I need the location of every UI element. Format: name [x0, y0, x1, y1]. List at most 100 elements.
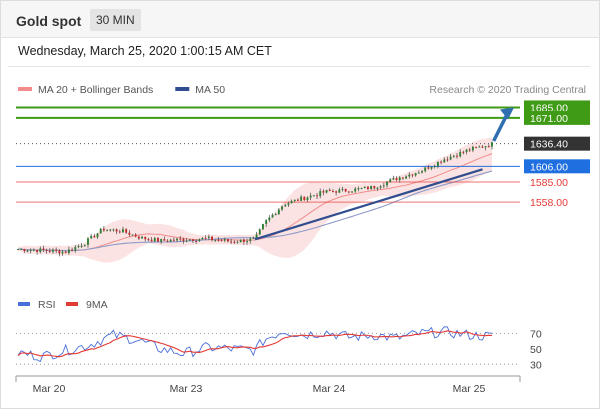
candle-body — [246, 241, 248, 243]
header-bar: Gold spot 30 MIN — [0, 0, 600, 38]
candle-body — [351, 191, 353, 193]
candle-body — [96, 233, 99, 238]
candle-body — [411, 174, 414, 176]
candle-body — [249, 238, 252, 242]
candle-body — [484, 146, 487, 148]
candle-body — [242, 239, 245, 243]
candle-body — [408, 174, 411, 177]
candle-body — [211, 236, 214, 240]
candle-body — [465, 149, 468, 152]
candle-body — [459, 151, 462, 157]
candle-body — [109, 229, 112, 231]
candle-body — [77, 245, 80, 248]
projection-arrowhead — [500, 107, 514, 120]
x-tick-label: Mar 24 — [313, 383, 346, 395]
candle-body — [363, 186, 366, 188]
candle-body — [122, 229, 124, 233]
candle-body — [325, 189, 328, 193]
candle-body — [309, 195, 312, 198]
price-label-resistance: 1671.00 — [530, 113, 568, 125]
rsi-legend-swatch — [66, 302, 78, 306]
rsi-legend-label: RSI — [38, 299, 56, 311]
candle-body — [93, 235, 96, 238]
candle-body — [281, 206, 283, 210]
legend-label: MA 20 + Bollinger Bands — [38, 84, 153, 96]
candle-body — [236, 242, 239, 244]
candle-body — [99, 228, 102, 234]
candle-body — [430, 166, 433, 169]
x-tick-label: Mar 20 — [33, 383, 66, 395]
candle-body — [338, 189, 341, 193]
candle-body — [328, 189, 331, 192]
candle-body — [370, 185, 373, 190]
candle-body — [166, 240, 169, 242]
x-tick-label: Mar 23 — [170, 383, 203, 395]
candle-body — [360, 187, 363, 189]
candle-body — [347, 191, 350, 193]
price-label-pivot: 1606.00 — [530, 161, 568, 173]
price-label-support: 1585.00 — [530, 177, 568, 189]
rsi-legend-label: 9MA — [86, 299, 108, 311]
candle-body — [344, 188, 347, 192]
candle-body — [42, 248, 45, 250]
candle-body — [128, 232, 131, 235]
candle-body — [87, 238, 89, 245]
timeframe-badge[interactable]: 30 MIN — [90, 9, 141, 31]
candle-body — [386, 181, 388, 186]
candle-body — [36, 249, 39, 252]
candle-body — [456, 155, 458, 157]
divider — [8, 66, 590, 67]
candle-body — [341, 188, 344, 190]
legend-label: MA 50 — [195, 84, 225, 96]
candle-body — [157, 238, 159, 242]
candle-body — [188, 239, 191, 241]
candle-body — [417, 172, 420, 174]
price-tag-resistance — [524, 110, 590, 125]
ma50-line — [17, 170, 493, 252]
candle-body — [421, 171, 423, 173]
candle-body — [452, 155, 455, 157]
rsi-line — [17, 326, 493, 363]
candle-body — [160, 239, 163, 242]
price-tag-last — [524, 136, 590, 151]
candle-body — [424, 167, 427, 172]
candle-body — [20, 248, 23, 250]
candle-body — [433, 166, 436, 168]
candle-body — [115, 229, 118, 232]
candle-body — [83, 244, 86, 246]
candle-body — [268, 217, 271, 221]
candle-body — [443, 159, 446, 163]
candle-body — [153, 238, 156, 242]
candle-body — [322, 191, 325, 193]
candle-body — [131, 234, 134, 236]
candle-body — [303, 196, 306, 201]
candle-body — [80, 245, 83, 247]
candle-body — [172, 239, 175, 241]
candle-body — [379, 186, 382, 188]
candle-body — [106, 229, 109, 231]
candle-body — [52, 249, 54, 252]
candle-body — [446, 159, 449, 161]
candle-body — [217, 239, 220, 241]
candle-body — [265, 220, 268, 224]
candle-body — [468, 149, 471, 151]
candle-body — [233, 241, 236, 243]
candle-body — [147, 239, 150, 241]
candle-body — [316, 195, 318, 197]
price-label-last: 1636.40 — [530, 139, 568, 151]
candle-body — [398, 177, 401, 181]
candle-body — [290, 200, 293, 204]
projection-arrow — [492, 111, 510, 142]
rsi-tick: 50 — [530, 344, 542, 356]
candle-body — [271, 214, 274, 218]
candle-body — [64, 251, 67, 254]
candle-body — [277, 209, 280, 215]
price-label-support: 1558.00 — [530, 197, 568, 209]
rsi-legend-swatch — [18, 302, 30, 306]
candle-body — [45, 249, 48, 251]
candle-body — [471, 146, 474, 151]
rsi-ma-line — [17, 330, 493, 358]
candle-body — [29, 249, 32, 251]
candle-body — [382, 185, 385, 187]
